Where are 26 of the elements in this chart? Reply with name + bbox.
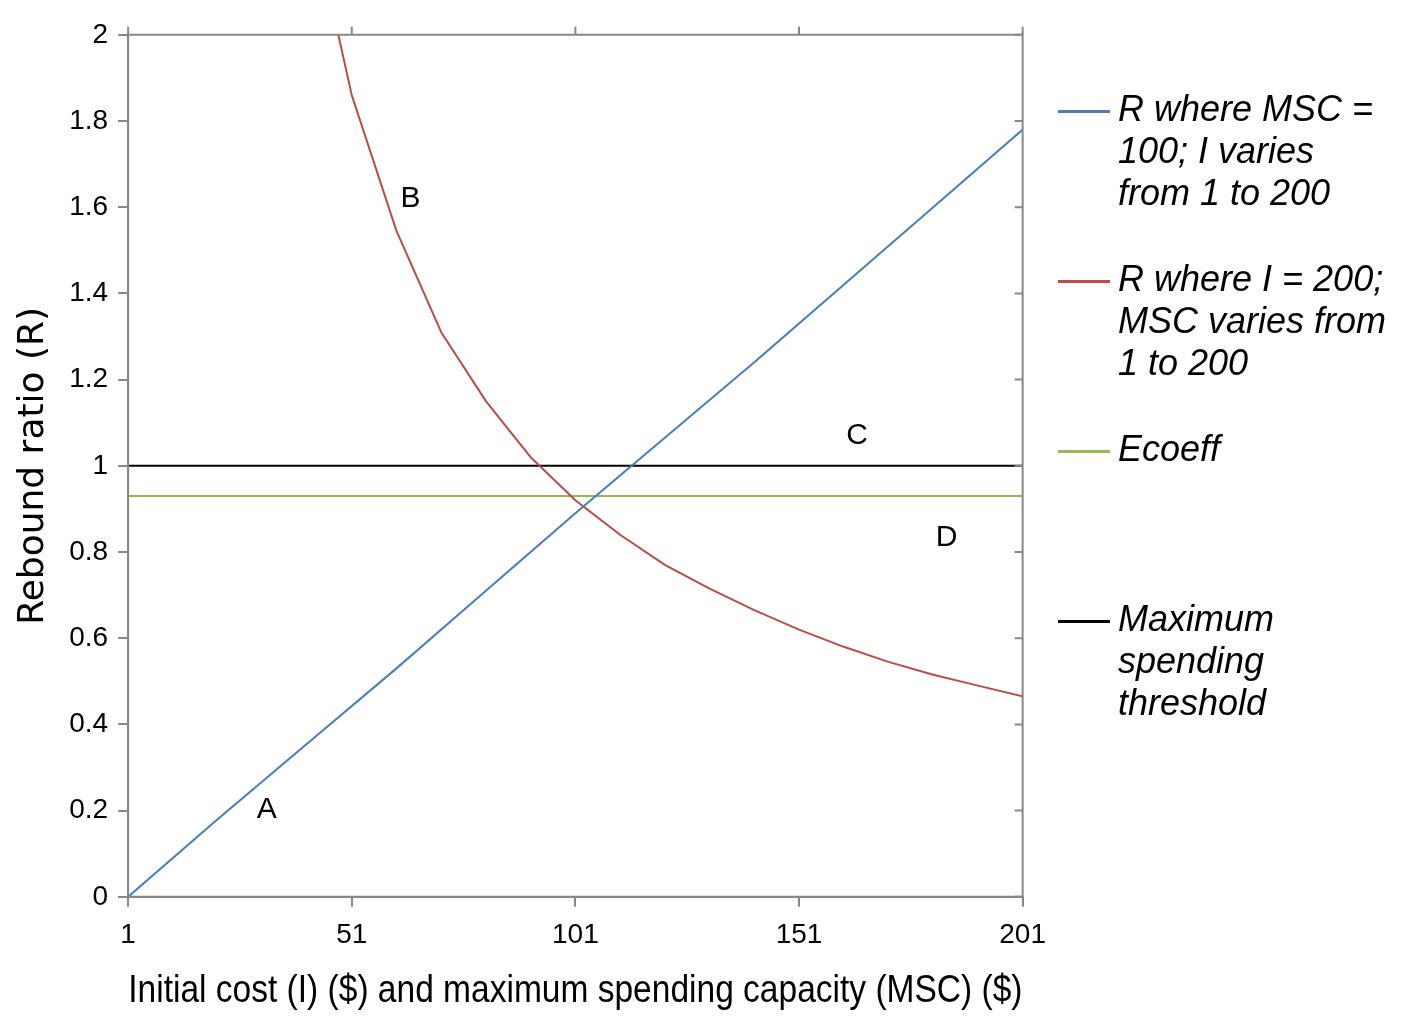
legend-label: R where MSC = 100; I varies from 1 to 200 [1118, 88, 1375, 214]
annotation: C [846, 417, 868, 451]
annotation: D [935, 519, 958, 553]
x-tick-label: 201 [999, 918, 1046, 950]
x-tick-label: 101 [552, 918, 599, 950]
x-axis-title: Initial cost (I) ($) and maximum spending capacity (MSC) ($) [128, 967, 1023, 1011]
x-tick-label: 1 [120, 918, 136, 950]
annotation: B [400, 180, 421, 214]
y-tick-label: 0 [92, 879, 109, 911]
y-tick-label: 1.4 [69, 276, 109, 308]
y-tick-label: 1.8 [69, 103, 109, 135]
x-tick-label: 51 [336, 918, 368, 950]
legend-label: R where I = 200; MSC varies from 1 to 200 [1118, 258, 1388, 384]
legend-label: Maximum spending threshold [1118, 598, 1275, 724]
y-tick-label: 1.6 [69, 189, 109, 221]
y-tick-label: 0.8 [69, 534, 109, 566]
y-tick-label: 0.2 [69, 793, 109, 825]
y-tick-label: 1.2 [69, 362, 109, 394]
y-axis-title: Rebound ratio (R) [9, 306, 51, 625]
annotation: A [256, 791, 277, 825]
y-tick-label: 1 [92, 448, 109, 480]
y-tick-label: 2 [92, 17, 109, 49]
legend-label: Ecoeff [1118, 428, 1221, 470]
x-tick-label: 151 [775, 918, 823, 950]
y-tick-label: 0.6 [69, 620, 109, 652]
y-tick-label: 0.4 [69, 707, 109, 739]
